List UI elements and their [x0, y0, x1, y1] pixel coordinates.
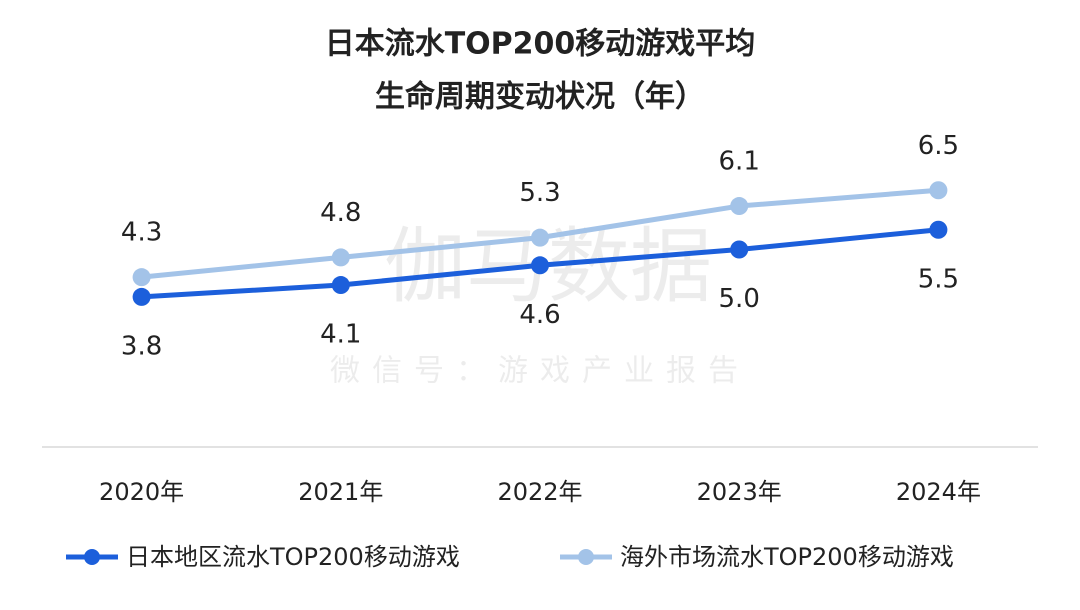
data-label: 4.1 [320, 320, 361, 350]
point [929, 181, 948, 200]
point [531, 256, 549, 275]
chart-title: 生命周期变动状况（年） [375, 80, 705, 115]
data-label: 5.3 [519, 178, 560, 208]
point [929, 220, 948, 239]
x-tick-label: 2022年 [497, 478, 582, 506]
chart-title: 日本流水TOP200移动游戏平均 [325, 27, 756, 62]
data-label: 6.5 [918, 131, 959, 161]
point [531, 228, 549, 247]
point [730, 240, 749, 259]
legend-label: 日本地区流水TOP200移动游戏 [126, 543, 460, 571]
point [331, 248, 350, 267]
data-label: 4.6 [519, 300, 560, 330]
legend-marker [578, 549, 594, 565]
data-label: 6.1 [719, 147, 760, 177]
watermark: 微信号：游戏产业报告 [330, 354, 750, 389]
point [132, 287, 151, 306]
point [730, 197, 749, 216]
x-tick-label: 2023年 [697, 478, 782, 506]
data-label: 4.3 [121, 218, 162, 248]
x-tick-label: 2024年 [896, 478, 981, 506]
point [331, 276, 350, 295]
point [132, 268, 151, 287]
legend-marker [84, 549, 100, 565]
data-label: 5.0 [719, 284, 760, 314]
data-label: 5.5 [918, 264, 959, 294]
legend-label: 海外市场流水TOP200移动游戏 [620, 543, 954, 571]
data-label: 3.8 [121, 331, 162, 361]
data-label: 4.8 [320, 198, 361, 228]
x-tick-label: 2021年 [298, 478, 383, 506]
x-tick-label: 2020年 [99, 478, 184, 506]
